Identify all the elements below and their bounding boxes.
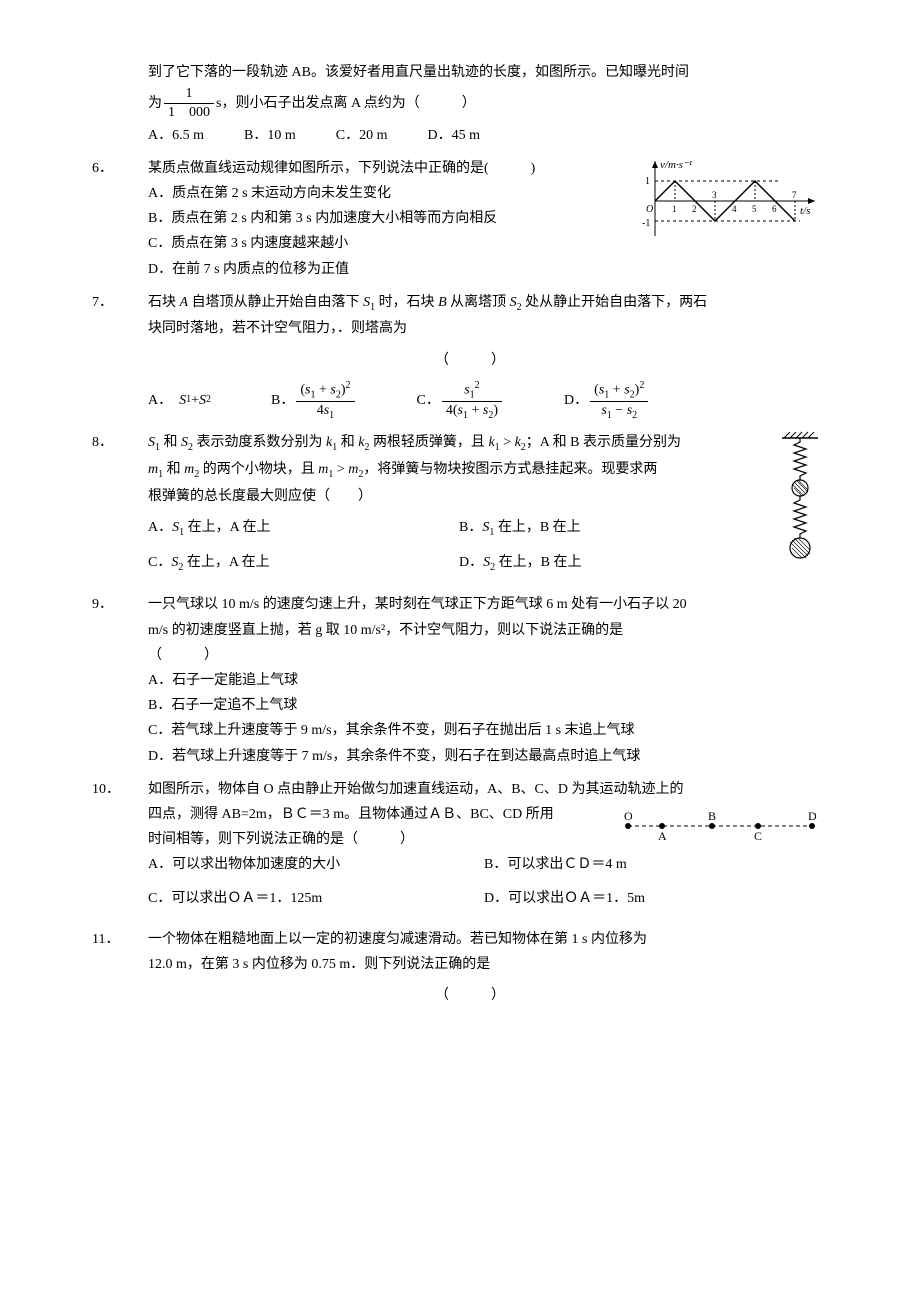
- svg-text:4: 4: [732, 204, 737, 214]
- q6-body: 6． 某质点做直线运动规律如图所示，下列说法中正确的是( ): [120, 156, 820, 181]
- q5-frac-num: 1: [164, 85, 214, 104]
- q7-stem2: 块同时落地，若不计空气阻力，．则塔高为: [120, 316, 820, 341]
- q7-b-label: B．: [271, 388, 294, 413]
- q10-options: A．可以求出物体加速度的大小 B．可以求出ＣＤ＝4 m C．可以求出ＯＡ＝1．1…: [120, 852, 820, 918]
- svg-text:D: D: [808, 809, 817, 823]
- q7-d-label: D．: [564, 388, 588, 413]
- q9-opt-d: D．若气球上升速度等于 7 m/s，其余条件不变，则石子在到达最高点时追上气球: [120, 744, 820, 769]
- svg-text:O: O: [624, 809, 633, 823]
- q7-c-label: C．: [417, 388, 440, 413]
- question-7: 7． 石块 A 自塔顶从静止开始自由落下 S1 时，石块 B 从离塔顶 S2 处…: [120, 290, 820, 422]
- q11-body: 11． 一个物体在粗糙地面上以一定的初速度匀减速滑动。若已知物体在第 1 s 内…: [120, 927, 820, 952]
- q8-stem3: 根弹簧的总长度最大则应使（ ）: [120, 484, 820, 509]
- q8-stem2: m1 和 m2 的两个小物块，且 m1 > m2，将弹簧与物块按图示方式悬挂起来…: [120, 457, 820, 484]
- q6-stem: 某质点做直线运动规律如图所示，下列说法中正确的是( ): [148, 161, 535, 176]
- question-11: 11． 一个物体在粗糙地面上以一定的初速度匀减速滑动。若已知物体在第 1 s 内…: [120, 927, 820, 1009]
- q10-opt-c: C．可以求出ＯＡ＝1．125m: [148, 886, 484, 911]
- q11-paren: （ ）: [120, 983, 820, 1008]
- svg-text:3: 3: [712, 190, 717, 200]
- q8-num: 8．: [92, 430, 113, 455]
- q10-opt-a: A．可以求出物体加速度的大小: [148, 852, 484, 877]
- q9-opt-a: A．石子一定能追上气球: [120, 668, 820, 693]
- q10-diagram: O A B C D: [620, 806, 820, 842]
- q5-suffix: s，则小石子出发点离 A 点约为（ ）: [216, 91, 476, 116]
- q7-c-frac: s12 4(s1 + s2): [442, 379, 502, 422]
- q5-fraction: 1 1 000: [164, 85, 214, 122]
- q7-opt-d: D． (s1 + s2)2 s1 − s2: [564, 379, 650, 422]
- svg-text:5: 5: [752, 204, 757, 214]
- q5-prefix: 为: [148, 91, 162, 116]
- q5-options: A．6.5 m B．10 m C．20 m D．45 m: [120, 123, 820, 148]
- q6-num: 6．: [92, 156, 113, 181]
- q7-opt-a: A． S1 + S2: [148, 388, 211, 413]
- svg-text:1: 1: [672, 204, 677, 214]
- q11-stem2: 12.0 m，在第 3 s 内位移为 0.75 m．则下列说法正确的是: [120, 952, 820, 977]
- question-6: v/m·s⁻¹ t/s 1 -1 O 1 2 3 4 5 6 7 6． 某质: [120, 156, 820, 282]
- svg-text:O: O: [646, 204, 653, 215]
- q9-opt-c: C．若气球上升速度等于 9 m/s，其余条件不变，则石子在抛出后 1 s 末追上…: [120, 718, 820, 743]
- svg-text:7: 7: [792, 190, 797, 200]
- q7-paren: （ ）: [120, 348, 820, 373]
- svg-text:2: 2: [692, 204, 697, 214]
- q10-opt-b: B．可以求出ＣＤ＝4 m: [484, 852, 820, 877]
- q9-stem1: 一只气球以 10 m/s 的速度匀速上升，某时刻在气球正下方距气球 6 m 处有…: [148, 597, 687, 612]
- q10-opt-d: D．可以求出ＯＡ＝1．5m: [484, 886, 820, 911]
- q7-a-label: A．: [148, 388, 179, 413]
- svg-text:6: 6: [772, 204, 777, 214]
- q8-opt-a: A．S1 在上，A 在上: [148, 515, 459, 542]
- question-10: 10． 如图所示，物体自 O 点由静止开始做匀加速直线运动，A、B、C、D 为其…: [120, 777, 820, 919]
- q8-opt-b: B．S1 在上，B 在上: [459, 515, 770, 542]
- q9-paren: （ ）: [120, 643, 820, 668]
- q5-line1: 到了它下落的一段轨迹 AB。该爱好者用直尺量出轨迹的长度，如图所示。已知曝光时间: [120, 60, 820, 85]
- q8-stem1: S1 和 S2 表示劲度系数分别为 k1 和 k2 两根轻质弹簧，且 k1 > …: [148, 435, 681, 450]
- q9-num: 9．: [92, 592, 113, 617]
- q6-opt-d: D．在前 7 s 内质点的位移为正值: [120, 257, 820, 282]
- q8-opt-d: D．S2 在上，B 在上: [459, 550, 770, 577]
- q9-stem2: m/s 的初速度竖直上抛，若 g 取 10 m/s²，不计空气阻力，则以下说法正…: [120, 618, 820, 643]
- q7-stem1: 石块 A 自塔顶从静止开始自由落下 S1 时，石块 B 从离塔顶 S2 处从静止…: [148, 295, 707, 310]
- q8-opt-c: C．S2 在上，A 在上: [148, 550, 459, 577]
- q5-frac-den: 1 000: [164, 104, 214, 122]
- q5-opt-d: D．45 m: [427, 123, 480, 148]
- q5-opt-b: B．10 m: [244, 123, 296, 148]
- svg-text:-1: -1: [642, 218, 650, 229]
- q10-stem1: 如图所示，物体自 O 点由静止开始做匀加速直线运动，A、B、C、D 为其运动轨迹…: [148, 782, 684, 797]
- svg-text:B: B: [708, 809, 716, 823]
- q7-d-frac: (s1 + s2)2 s1 − s2: [590, 379, 648, 422]
- q5-line2: 为 1 1 000 s，则小石子出发点离 A 点约为（ ）: [120, 85, 820, 122]
- q8-options: A．S1 在上，A 在上 B．S1 在上，B 在上 C．S2 在上，A 在上 D…: [120, 515, 770, 585]
- q7-b-frac: (s1 + s2)2 4s1: [296, 379, 354, 422]
- q9-opt-b: B．石子一定追不上气球: [120, 693, 820, 718]
- svg-text:t/s: t/s: [800, 205, 810, 217]
- q7-opt-b: B． (s1 + s2)2 4s1: [271, 379, 357, 422]
- q11-stem1: 一个物体在粗糙地面上以一定的初速度匀减速滑动。若已知物体在第 1 s 内位移为: [148, 932, 647, 947]
- q7-options: A． S1 + S2 B． (s1 + s2)2 4s1 C． s12 4(s1…: [120, 379, 820, 422]
- question-9: 9． 一只气球以 10 m/s 的速度匀速上升，某时刻在气球正下方距气球 6 m…: [120, 592, 820, 768]
- q8-body: 8． S1 和 S2 表示劲度系数分别为 k1 和 k2 两根轻质弹簧，且 k1…: [120, 430, 820, 457]
- q11-num: 11．: [92, 927, 119, 952]
- svg-text:A: A: [658, 829, 667, 842]
- question-8: 8． S1 和 S2 表示劲度系数分别为 k1 和 k2 两根轻质弹簧，且 k1…: [120, 430, 820, 584]
- q9-body: 9． 一只气球以 10 m/s 的速度匀速上升，某时刻在气球正下方距气球 6 m…: [120, 592, 820, 617]
- svg-text:C: C: [754, 829, 762, 842]
- q7-opt-c: C． s12 4(s1 + s2): [417, 379, 505, 422]
- q10-body: 10． 如图所示，物体自 O 点由静止开始做匀加速直线运动，A、B、C、D 为其…: [120, 777, 820, 802]
- q10-num: 10．: [92, 777, 120, 802]
- q7-body: 7． 石块 A 自塔顶从静止开始自由落下 S1 时，石块 B 从离塔顶 S2 处…: [120, 290, 820, 317]
- q5-opt-a: A．6.5 m: [148, 123, 204, 148]
- question-5-continuation: 到了它下落的一段轨迹 AB。该爱好者用直尺量出轨迹的长度，如图所示。已知曝光时间…: [120, 60, 820, 148]
- q7-num: 7．: [92, 290, 113, 315]
- q5-opt-c: C．20 m: [336, 123, 388, 148]
